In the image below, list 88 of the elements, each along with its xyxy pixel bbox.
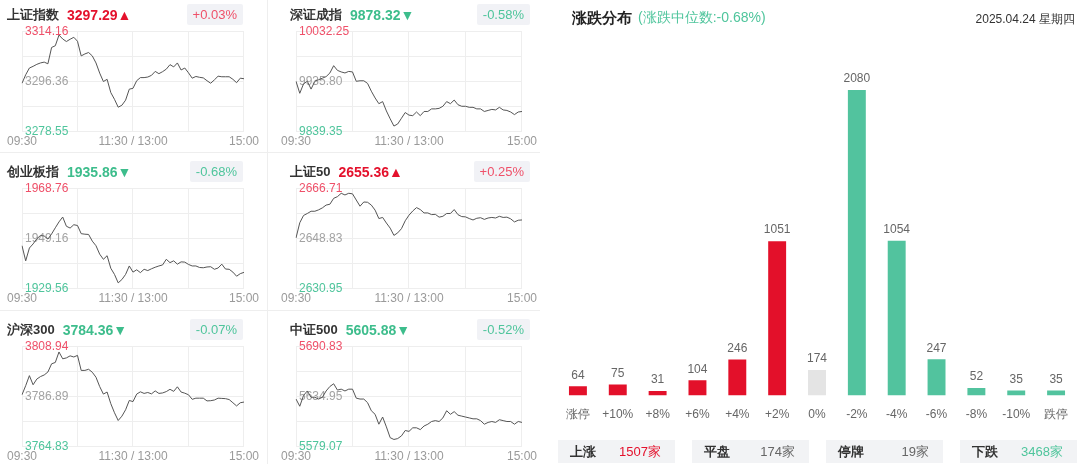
x-tick-label: +2%	[764, 407, 790, 422]
chart-subtitle: 3784.36▼	[62, 322, 128, 338]
data-label: 31	[650, 372, 665, 387]
chart-subtitle: 5605.88▼	[345, 322, 411, 338]
bar	[808, 370, 826, 396]
x-tick-label: 11:30 / 13:00	[374, 134, 444, 149]
y-tick-label: 5690.83	[299, 338, 343, 353]
y-tick-label: 2666.71	[299, 180, 343, 195]
x-tick-label: -2%	[846, 407, 868, 422]
bar	[728, 359, 747, 396]
text: 停牌	[838, 443, 864, 461]
data-label: 52	[969, 369, 984, 384]
bar	[608, 384, 627, 396]
x-tick-label: 11:30 / 13:00	[98, 134, 168, 149]
x-tick-label: -6%	[925, 407, 948, 422]
text: 2025.04.24 星期四	[975, 11, 1075, 28]
text: -0.07%	[189, 319, 243, 340]
data-label: 174	[806, 351, 828, 366]
bar	[967, 387, 986, 396]
chart-title: 深证成指	[290, 6, 342, 24]
y-tick-label: 3296.36	[25, 73, 69, 88]
chart-subtitle: 9878.32▼	[350, 7, 415, 23]
x-tick-label: +4%	[725, 407, 750, 422]
text: 下跌	[972, 443, 998, 461]
y-tick-label: 3314.16	[25, 23, 69, 38]
chart-title: 中证500	[290, 321, 338, 339]
x-tick-label: +10%	[602, 407, 634, 422]
text: -0.52%	[476, 319, 530, 340]
x-tick-label: 15:00	[228, 291, 260, 306]
y-tick-label: 1968.76	[25, 180, 69, 195]
chart-subtitle: (涨跌中位数:-0.68%)	[638, 9, 766, 27]
x-tick-label: 15:00	[506, 449, 538, 464]
bar	[768, 241, 787, 396]
bar	[1007, 390, 1026, 396]
bar	[927, 359, 946, 396]
x-tick-label: 11:30 / 13:00	[374, 449, 444, 464]
chart-subtitle: 2655.36▲	[338, 164, 403, 180]
x-tick-label: 涨停	[565, 407, 590, 422]
x-tick-label: 0%	[808, 407, 826, 422]
x-tick-label: 15:00	[506, 291, 538, 306]
chart-title: 上证指数	[7, 6, 59, 24]
data-label: 35	[1049, 371, 1064, 386]
data-label: 2080	[843, 71, 871, 86]
text: 174家	[760, 443, 795, 461]
x-tick-label: +8%	[645, 407, 671, 422]
text: 上涨	[570, 443, 596, 461]
text: 1507家	[619, 443, 661, 461]
y-tick-label: 2648.83	[299, 230, 343, 245]
chart-title: 沪深300	[7, 321, 55, 339]
x-tick-label: 11:30 / 13:00	[374, 291, 444, 306]
chart-title: 涨跌分布	[572, 8, 632, 28]
bar	[847, 90, 866, 396]
data-label: 35	[1009, 371, 1024, 386]
x-tick-label: 11:30 / 13:00	[98, 291, 168, 306]
data-label: 75	[611, 365, 625, 380]
chart-subtitle: 1935.86▼	[67, 164, 132, 180]
text: -0.58%	[476, 4, 530, 25]
text: +0.25%	[473, 161, 530, 182]
bar	[1047, 390, 1066, 396]
y-tick-label: 3786.89	[25, 388, 69, 403]
data-label: 247	[926, 340, 947, 355]
chart-subtitle: 3297.29▲	[67, 7, 132, 23]
chart-title: 上证50	[290, 163, 331, 181]
text: -0.68%	[189, 161, 243, 182]
x-tick-label: -4%	[886, 407, 908, 422]
x-tick-label: 11:30 / 13:00	[98, 449, 168, 464]
text: 19家	[901, 443, 929, 461]
x-tick-label: 15:00	[506, 134, 538, 149]
y-tick-label: 10032.25	[299, 23, 350, 38]
x-tick-label: -10%	[1002, 407, 1031, 422]
bar	[887, 240, 906, 396]
bar	[568, 386, 587, 396]
bar	[688, 380, 707, 396]
data-label: 1051	[763, 222, 791, 237]
text: 平盘	[704, 443, 730, 461]
x-tick-label: -8%	[965, 407, 988, 422]
data-label: 246	[727, 340, 748, 355]
y-tick-label: 3808.94	[25, 338, 69, 353]
data-label: 64	[571, 367, 585, 382]
x-tick-label: 15:00	[228, 134, 260, 149]
text: +0.03%	[186, 4, 243, 25]
text: 3468家	[1021, 443, 1063, 461]
x-tick-label: +6%	[685, 407, 710, 422]
chart-title: 创业板指	[7, 163, 59, 181]
data-label: 1054	[883, 222, 911, 237]
x-tick-label: 跌停	[1044, 407, 1069, 422]
data-label: 104	[687, 361, 708, 376]
x-tick-label: 15:00	[228, 449, 260, 464]
